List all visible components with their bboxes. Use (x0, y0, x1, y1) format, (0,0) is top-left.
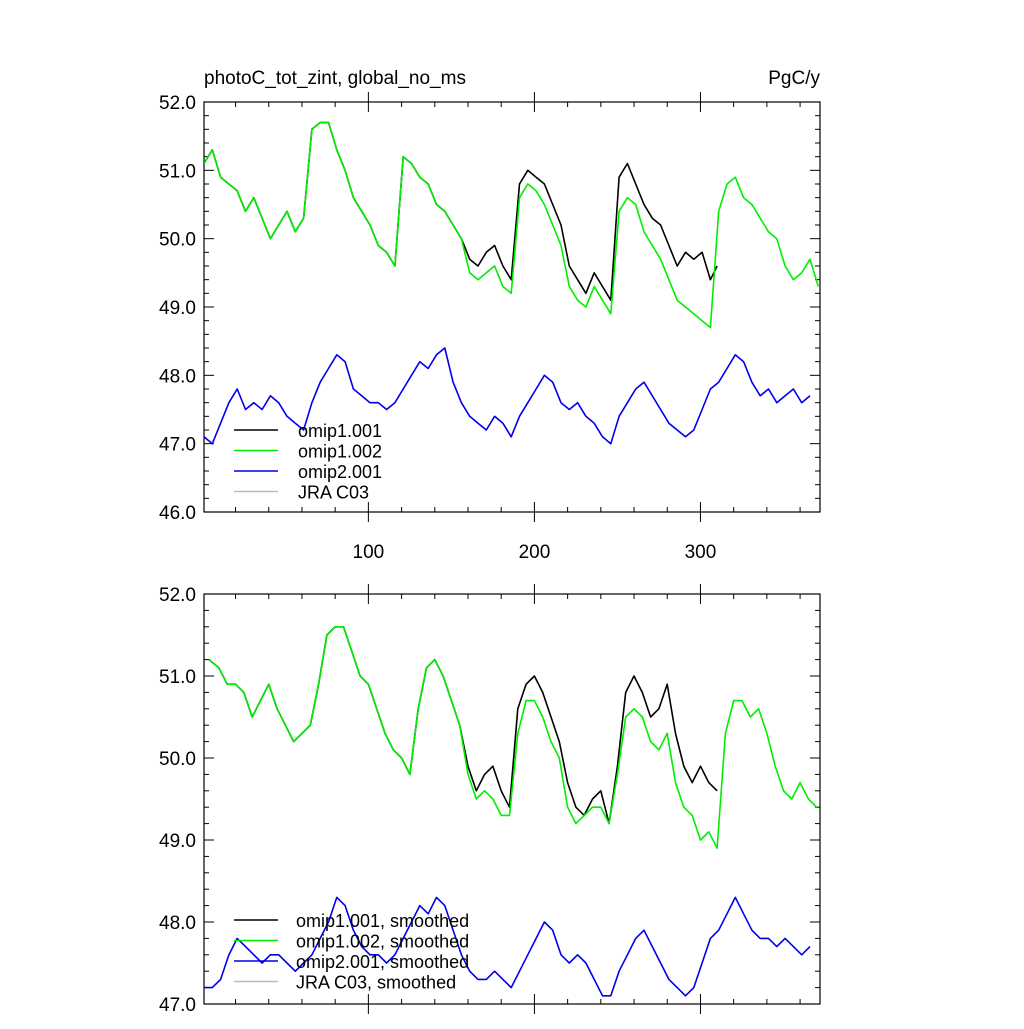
x-tick-label: 100 (353, 542, 385, 563)
series-line-omip1-002-smoothed (208, 625, 818, 850)
legend-label: JRA C03 (298, 483, 369, 503)
bottom-panel: 47.0 48.0 49.0 50.0 51.0 52.0 omip1.001, smoot… (159, 584, 821, 1016)
legend-label: JRA C03, smoothed (296, 973, 456, 993)
legend-label: omip2.001 (298, 462, 382, 482)
series-line-omip2-001 (204, 347, 811, 445)
y-tick-label: 47.0 (159, 995, 196, 1016)
plot-frame (203, 593, 821, 1005)
top-panel: 46.0 47.0 48.0 49.0 50.0 51.0 52.0 100 200 300 omi… (159, 92, 821, 563)
series-line-omip2-001-smoothed (204, 896, 811, 997)
y-tick-label: 48.0 (159, 366, 196, 387)
legend-label: omip1.001, smoothed (296, 911, 469, 931)
y-tick-label: 51.0 (159, 161, 196, 182)
y-tick-label: 50.0 (159, 749, 196, 770)
y-tick-label: 49.0 (159, 298, 196, 319)
y-tick-label: 50.0 (159, 230, 196, 251)
y-tick-label: 49.0 (159, 831, 196, 852)
plot-frame (203, 101, 821, 513)
x-tick-label: 300 (685, 542, 717, 563)
series-line-omip1-002 (204, 121, 820, 329)
legend-label: omip1.002 (298, 442, 382, 462)
series-line-omip1-001 (204, 121, 718, 302)
y-tick-label: 47.0 (159, 435, 196, 456)
chart-title: photoC_tot_zint, global_no_ms (204, 68, 466, 89)
y-tick-label: 48.0 (159, 913, 196, 934)
y-tick-label: 52.0 (159, 585, 196, 606)
legend-label: omip2.001, smoothed (296, 952, 469, 972)
y-tick-label: 46.0 (159, 503, 196, 524)
legend-label: omip1.002, smoothed (296, 932, 469, 952)
legend-label: omip1.001 (298, 421, 382, 441)
x-tick-label: 200 (519, 542, 551, 563)
y-tick-label: 51.0 (159, 667, 196, 688)
chart-units: PgC/y (768, 68, 820, 89)
y-tick-label: 52.0 (159, 93, 196, 114)
